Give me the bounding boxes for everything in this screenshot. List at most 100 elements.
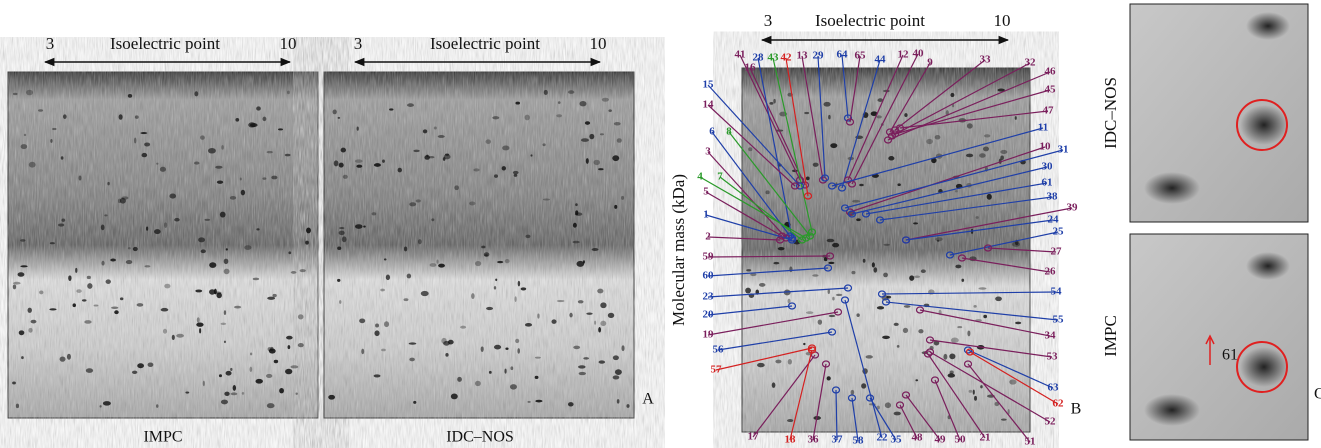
protein-spot [877, 98, 884, 102]
protein-spot [982, 146, 990, 152]
protein-spot [408, 342, 417, 345]
spot-arrow [715, 347, 813, 371]
spot-arrow [835, 389, 838, 441]
spot-arrow [728, 131, 811, 237]
spot-arrow [929, 351, 1051, 423]
protein-spot [572, 222, 577, 228]
protein-spot [902, 327, 909, 333]
protein-spot [218, 374, 222, 378]
protein-spot [216, 292, 222, 299]
spot-circle [885, 128, 895, 136]
protein-spot [287, 345, 291, 350]
protein-spot [61, 218, 66, 222]
protein-spot [957, 325, 963, 329]
protein-spot [23, 133, 27, 137]
protein-spot [443, 154, 451, 160]
protein-spot [385, 274, 391, 281]
spot-circle [833, 308, 843, 316]
protein-spot [249, 366, 253, 372]
protein-spot [12, 381, 16, 385]
protein-spot [856, 313, 860, 317]
spot-arrow [885, 301, 1059, 321]
protein-spot [537, 313, 540, 319]
protein-spot [443, 340, 450, 346]
spot-label: 56 [713, 344, 725, 356]
spot-arrow [891, 62, 1031, 137]
protein-spot [974, 395, 977, 401]
protein-spot [342, 174, 348, 179]
protein-spot [787, 359, 792, 365]
protein-spot [397, 167, 402, 173]
protein-spot [876, 115, 882, 119]
protein-spot [485, 139, 492, 144]
protein-spot [787, 418, 794, 423]
protein-spot [517, 348, 520, 354]
spot-label: 8 [726, 126, 732, 138]
spot-circle [875, 216, 885, 224]
protein-spot [49, 308, 57, 311]
protein-spot [882, 335, 890, 340]
spot-circle [831, 386, 841, 394]
spot-label: 55 [1053, 314, 1065, 326]
protein-spot [417, 239, 422, 245]
protein-spot [164, 222, 168, 228]
spot-label: 16 [745, 62, 757, 74]
protein-spot [403, 246, 408, 252]
spot-label: 54 [1051, 286, 1063, 298]
protein-spot [572, 240, 580, 244]
protein-spot [828, 114, 831, 120]
protein-spot [68, 275, 72, 281]
spot [1240, 347, 1288, 387]
protein-spot [826, 238, 835, 243]
spot-label: 11 [1038, 122, 1048, 134]
protein-spot [297, 314, 304, 320]
row-caption: IDC–NOS [1101, 77, 1120, 149]
protein-spot [803, 342, 806, 346]
protein-spot [575, 210, 579, 216]
protein-spot [445, 353, 449, 357]
protein-spot [359, 318, 366, 324]
protein-spot [164, 283, 171, 289]
spot-label: 62 [1053, 398, 1065, 410]
spot-arrow [879, 196, 1053, 221]
highlight-circle [1236, 99, 1288, 151]
spot-circle [845, 208, 855, 216]
protein-spot [356, 164, 363, 168]
protein-spot [333, 160, 339, 167]
protein-spot [224, 391, 230, 396]
protein-spot [117, 198, 122, 204]
protein-spot [341, 236, 347, 243]
protein-spot [494, 174, 498, 178]
protein-spot [575, 203, 578, 207]
protein-spot [577, 300, 584, 304]
protein-spot [20, 144, 28, 150]
gel-texture [742, 68, 1030, 432]
protein-spot [502, 145, 510, 151]
protein-spot [27, 307, 32, 313]
protein-spot [955, 264, 962, 269]
protein-spot [229, 196, 237, 200]
protein-spot [598, 360, 606, 364]
spot-arrow [785, 57, 809, 197]
protein-spot [493, 286, 497, 290]
protein-spot [436, 259, 439, 264]
spot-arrow [881, 291, 1057, 295]
protein-spot [266, 403, 275, 409]
protein-spot [454, 185, 459, 191]
protein-spot [332, 109, 337, 115]
protein-spot [586, 312, 593, 315]
spot-arrow [789, 349, 813, 441]
protein-spot [371, 212, 377, 216]
protein-spot [771, 382, 776, 388]
protein-spot [375, 323, 380, 328]
protein-spot [160, 307, 169, 312]
spot-label: 20 [703, 309, 715, 321]
protein-spot [422, 129, 428, 134]
protein-spot [340, 147, 346, 153]
protein-spot [223, 268, 230, 275]
protein-spot [328, 394, 336, 400]
spot-circle [787, 236, 797, 244]
protein-spot [608, 109, 612, 112]
protein-spot [473, 168, 480, 172]
spot-label: 47 [1043, 105, 1055, 117]
